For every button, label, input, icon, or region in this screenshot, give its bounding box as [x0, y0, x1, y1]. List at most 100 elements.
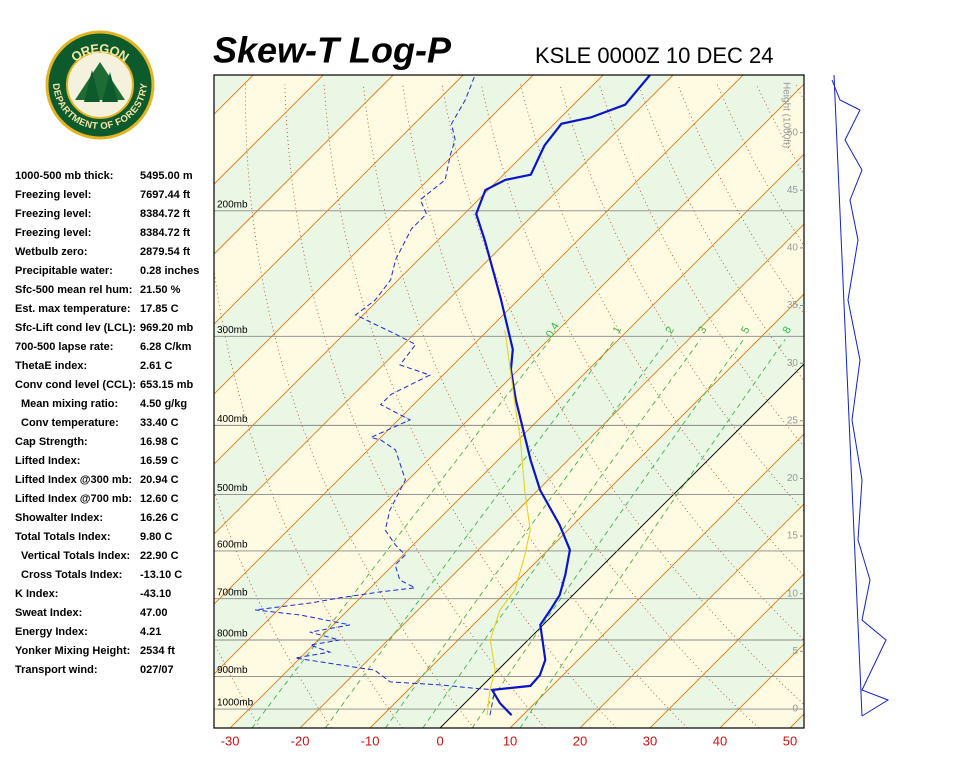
mixing-ratio-label: 8 — [781, 325, 794, 336]
stat-label: Sfc-500 mean rel hum: — [15, 284, 132, 296]
stat-value: 2.61 C — [140, 360, 172, 372]
stat-value: 8384.72 ft — [140, 208, 190, 220]
y2-tick-label: 25 — [787, 415, 799, 426]
isotherm — [214, 75, 464, 325]
temperature-band — [214, 84, 804, 728]
stat-label: Sfc-Lift cond lev (LCL): — [15, 322, 136, 334]
stat-value: -13.10 C — [140, 569, 182, 581]
mixing-ratio-line — [251, 339, 551, 728]
y-tick-label: 400mb — [217, 414, 248, 425]
mixing-ratio-label: 3 — [696, 325, 709, 336]
x-tick-label: -10 — [361, 733, 380, 748]
stat-value: 653.15 mb — [140, 379, 193, 391]
mixing-ratio-line — [324, 339, 616, 728]
stat-label: Energy Index: — [15, 626, 88, 638]
profile-line — [475, 75, 651, 716]
stat-label: Sweat Index: — [15, 607, 82, 619]
y-tick-label: 800mb — [217, 629, 248, 640]
y2-tick-label: 20 — [787, 473, 799, 484]
stat-value: 6.28 C/km — [140, 341, 192, 353]
grid-line — [369, 293, 804, 728]
stat-label: Conv temperature: — [21, 417, 119, 429]
temperature-band — [214, 75, 804, 675]
isotherm — [214, 75, 674, 535]
mixing-ratio-line — [385, 339, 669, 728]
stat-value: 16.26 C — [140, 512, 179, 524]
stat-value: 47.00 — [140, 607, 168, 619]
stat-value: 5495.00 m — [140, 170, 193, 182]
y2-tick-label: 40 — [787, 243, 799, 254]
stat-label: Mean mixing ratio: — [21, 398, 118, 410]
stat-label: ThetaE index: — [15, 360, 87, 372]
y-tick-label: 700mb — [217, 587, 248, 598]
stat-value: 027/07 — [140, 664, 174, 676]
isotherm — [214, 83, 804, 675]
stat-label: Wetbulb zero: — [15, 246, 88, 258]
stat-label: Lifted Index @300 mb: — [15, 474, 132, 486]
temperature-band — [790, 714, 804, 728]
stat-label: Vertical Totals Index: — [21, 550, 130, 562]
dry-adiabat — [874, 85, 960, 729]
grid-line — [579, 503, 804, 728]
stat-label: Showalter Index: — [15, 512, 103, 524]
grid-line — [299, 223, 804, 728]
profile-line — [486, 330, 531, 716]
y2-tick-label: 5 — [792, 646, 798, 657]
y-tick-label: 1000mb — [217, 698, 254, 709]
stat-value: 20.94 C — [140, 474, 179, 486]
x-tick-label: 0 — [436, 733, 443, 748]
grid-line — [649, 573, 804, 728]
stat-value: 9.80 C — [140, 531, 172, 543]
mixing-ratio-label: 2 — [663, 325, 676, 336]
stat-value: 2534 ft — [140, 645, 175, 657]
y-tick-label: 200mb — [217, 199, 248, 210]
dry-adiabat — [953, 85, 960, 729]
stat-label: K Index: — [15, 588, 58, 600]
stat-label: Yonker Mixing Height: — [15, 645, 130, 657]
stat-value: 16.59 C — [140, 455, 179, 467]
plot-area — [214, 75, 960, 729]
chart-title: Skew-T Log-P — [213, 30, 452, 71]
stat-label: 1000-500 mb thick: — [15, 170, 113, 182]
stat-label: Cross Totals Index: — [21, 569, 122, 581]
chart-subtitle: KSLE 0000Z 10 DEC 24 — [535, 43, 773, 68]
stat-label: Total Totals Index: — [15, 531, 111, 543]
stat-value: -43.10 — [140, 588, 171, 600]
stat-value: 8384.72 ft — [140, 227, 190, 239]
stat-value: 17.85 C — [140, 303, 179, 315]
isotherm — [214, 75, 744, 605]
stat-value: 22.90 C — [140, 550, 179, 562]
x-tick-label: 20 — [573, 733, 587, 748]
logo-top-text: OREGON — [69, 41, 132, 65]
dry-adiabat — [214, 641, 261, 728]
stat-value: 16.98 C — [140, 436, 179, 448]
stat-label: Cap Strength: — [15, 436, 88, 448]
x-tick-label: 30 — [643, 733, 657, 748]
x-tick-label: -30 — [221, 733, 240, 748]
x-tick-label: -20 — [291, 733, 310, 748]
stat-label: Lifted Index: — [15, 455, 80, 467]
stat-label: Transport wind: — [15, 664, 98, 676]
stat-label: 700-500 lapse rate: — [15, 341, 113, 353]
isotherm — [214, 75, 394, 255]
y-tick-label: 500mb — [217, 483, 248, 494]
isotherm — [214, 75, 534, 395]
stat-label: Precipitable water: — [15, 265, 113, 277]
y2-tick-label: 35 — [787, 300, 799, 311]
stat-label: Freezing level: — [15, 208, 91, 220]
x-tick-label: 50 — [783, 733, 797, 748]
y2-tick-label: 15 — [787, 531, 799, 542]
stat-value: 969.20 mb — [140, 322, 193, 334]
grid-line — [789, 713, 804, 728]
stat-value: 7697.44 ft — [140, 189, 190, 201]
axes: -30 -20 -10 0 10 20 30 40 500.4 1 2 3 5 8200mb300mb40… — [217, 82, 804, 748]
stat-label: Freezing level: — [15, 227, 91, 239]
grid-line — [439, 363, 804, 728]
y-tick-label: 900mb — [217, 665, 248, 676]
y-tick-label: 300mb — [217, 325, 248, 336]
y2-tick-label: 30 — [787, 358, 799, 369]
stat-label: Lifted Index @700 mb: — [15, 493, 132, 505]
grid-line — [509, 433, 804, 728]
